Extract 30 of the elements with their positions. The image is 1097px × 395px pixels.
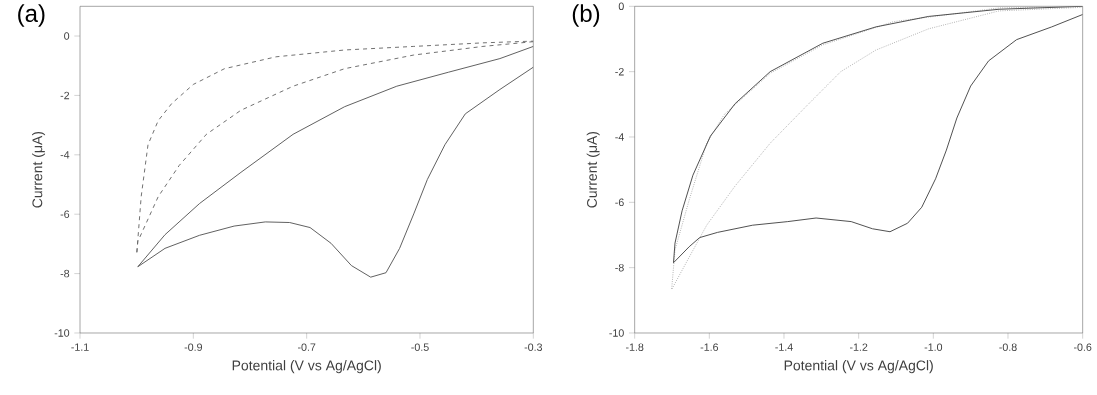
chart-title: (b) [572, 4, 600, 27]
x-tick-label: -1.4 [775, 343, 793, 351]
y-tick-label: -4 [60, 151, 70, 159]
x-tick-label: -0.8 [999, 343, 1017, 351]
y-tick-label: -6 [60, 210, 70, 218]
y-tick-label: -8 [615, 263, 624, 272]
y-tick-label: -6 [615, 198, 624, 207]
x-tick-label: -1.8 [625, 343, 644, 351]
x-tick-label: -1.1 [71, 343, 89, 351]
x-tick-label: -1.0 [924, 343, 943, 351]
y-tick-label: -2 [615, 67, 624, 76]
x-tick-label: -1.6 [700, 343, 719, 351]
chart-title: (a) [18, 4, 45, 27]
y-axis-title: Current (μA) [32, 131, 46, 208]
x-tick-label: -0.9 [184, 343, 203, 351]
x-tick-label: -0.6 [1073, 343, 1092, 351]
x-tick-label: -0.5 [411, 343, 429, 351]
x-axis-title: Potential (V vs Ag/AgCl) [784, 360, 933, 374]
y-axis-title: Current (μA) [586, 131, 600, 208]
x-axis-title: Potential (V vs Ag/AgCl) [232, 360, 381, 374]
y-tick-label: -8 [60, 269, 70, 278]
x-tick-label: -1.2 [849, 343, 868, 351]
x-tick-label: -0.7 [297, 343, 316, 351]
y-tick-label: -10 [54, 329, 70, 337]
x-tick-label: -0.3 [524, 343, 543, 351]
y-tick-label: -2 [60, 91, 70, 100]
y-tick-label: -10 [609, 329, 624, 337]
y-tick-label: 0 [64, 32, 70, 40]
y-tick-label: 0 [618, 2, 624, 11]
y-tick-label: -4 [615, 133, 624, 141]
